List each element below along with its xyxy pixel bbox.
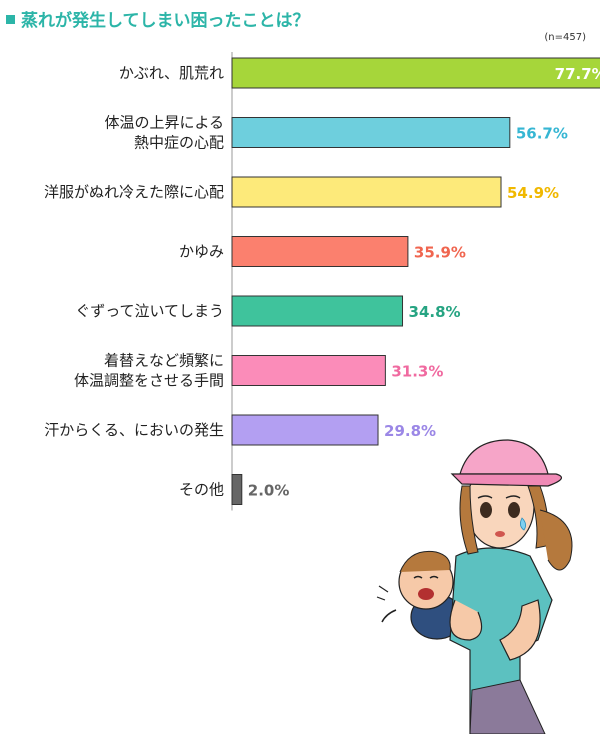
bar-5	[231, 355, 386, 386]
chart-title-text: 蒸れが発生してしまい困ったことは？	[21, 11, 310, 31]
bar-2	[231, 176, 502, 208]
category-label-1-line-0: 体温の上昇による	[104, 114, 224, 132]
bar-6	[231, 414, 379, 446]
category-label-3: かゆみ	[179, 243, 224, 261]
category-label-2: 洋服がぬれ冷えた際に心配	[44, 183, 224, 201]
value-label-3: 35.9%	[414, 244, 466, 262]
sample-size-note: (n=457)	[544, 32, 586, 43]
title-square-icon	[6, 15, 15, 24]
chart-title: 蒸れが発生してしまい困ったことは？	[6, 6, 310, 31]
category-label-4: ぐずって泣いてしまう	[75, 302, 224, 320]
bar-3	[231, 236, 409, 267]
category-label-5-line-0: 着替えなど頻繁に	[104, 352, 224, 370]
bar-7	[231, 474, 243, 505]
value-label-4: 34.8%	[409, 303, 461, 321]
category-label-0: かぶれ、肌荒れ	[119, 64, 224, 82]
value-label-2: 54.9%	[507, 184, 559, 202]
value-label-1: 56.7%	[516, 125, 568, 143]
bar-4	[231, 295, 404, 327]
value-label-7: 2.0%	[248, 482, 290, 500]
bar-0	[231, 57, 600, 89]
value-label-5: 31.3%	[391, 363, 443, 381]
category-label-6: 汗からくる、においの発生	[44, 421, 224, 439]
mother-holding-crying-baby-icon	[376, 439, 573, 734]
category-label-5-line-1: 体温調整をさせる手間	[74, 372, 224, 390]
value-label-0: 77.7%	[555, 65, 600, 83]
category-label-7: その他	[179, 481, 224, 499]
value-label-6: 29.8%	[384, 422, 436, 440]
bar-1	[231, 117, 511, 148]
category-label-1-line-1: 熱中症の心配	[134, 134, 224, 152]
